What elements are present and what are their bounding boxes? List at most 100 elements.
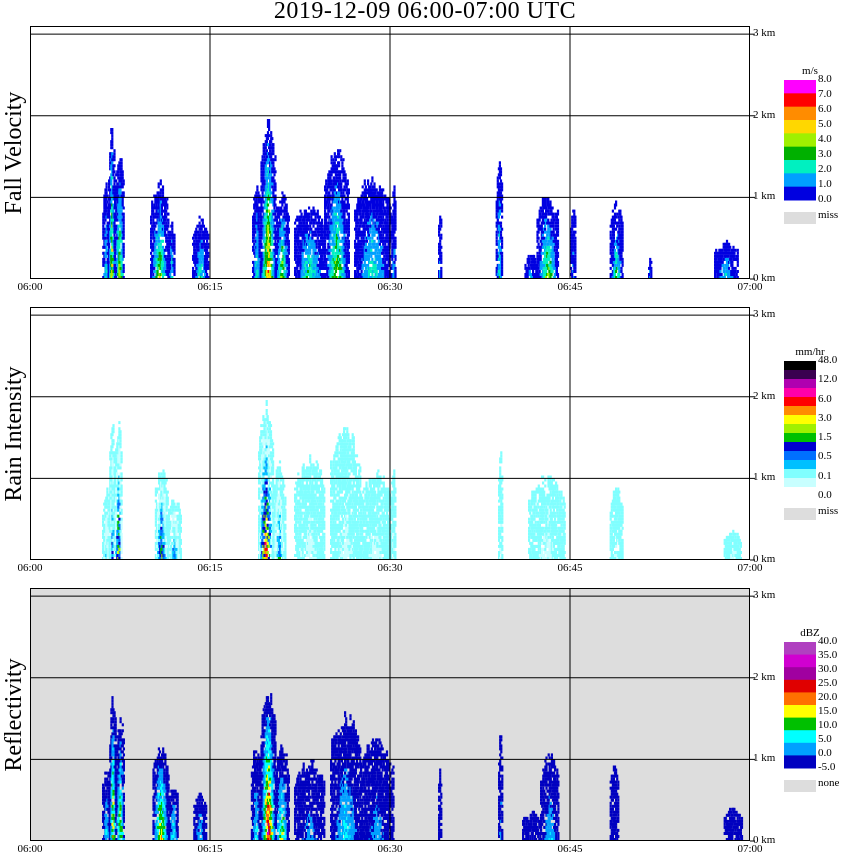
echo-pixel: [164, 248, 167, 252]
echo-pixel: [365, 239, 369, 243]
echo-pixel: [539, 212, 542, 216]
echo-pixel: [736, 257, 739, 261]
echo-pixel: [337, 230, 340, 234]
echo-pixel: [384, 242, 387, 246]
echo-pixel: [498, 164, 501, 168]
echo-pixel: [262, 254, 265, 258]
echo-pixel: [382, 242, 385, 246]
echo-pixel: [253, 215, 256, 219]
echo-pixel: [275, 257, 279, 261]
echo-pixel: [167, 221, 170, 225]
echo-pixel: [305, 230, 309, 234]
echo-pixel: [268, 128, 271, 131]
echo-pixel: [108, 221, 111, 225]
colorbar-label: 6.0: [818, 103, 832, 115]
echo-pixel: [169, 266, 172, 270]
echo-pixel: [104, 233, 107, 237]
echo-pixel: [393, 188, 396, 192]
colorbar-label: 40.0: [818, 635, 838, 647]
echo-pixel: [121, 173, 124, 177]
echo-pixel: [112, 257, 115, 261]
echo-pixel: [371, 176, 374, 180]
echo-pixel: [544, 200, 547, 204]
echo-pixel: [152, 212, 155, 216]
echo-pixel: [621, 242, 624, 246]
echo-pixel: [394, 209, 397, 213]
echo-pixel: [108, 185, 111, 189]
echo-pixel: [376, 242, 379, 246]
echo-pixel: [197, 224, 200, 228]
echo-pixel: [612, 257, 615, 261]
echo-pixel: [377, 197, 380, 201]
echo-pixel: [373, 212, 376, 216]
echo-pixel: [548, 221, 551, 225]
echo-pixel: [613, 212, 617, 216]
echo-pixel: [339, 245, 342, 249]
echo-pixel: [309, 224, 312, 228]
echo-pixel: [150, 273, 153, 276]
echo-pixel: [271, 182, 274, 186]
echo-pixel: [106, 224, 109, 228]
echo-pixel: [117, 197, 120, 201]
echo-pixel: [117, 176, 120, 180]
echo-pixel: [295, 251, 298, 255]
echo-pixel: [173, 266, 176, 270]
echo-pixel: [374, 263, 377, 267]
echo-pixel: [120, 239, 123, 243]
echo-pixel: [154, 215, 157, 219]
echo-pixel: [370, 209, 373, 213]
echo-pixel: [612, 224, 615, 228]
echo-pixel: [109, 197, 112, 201]
echo-pixel: [284, 242, 287, 246]
echo-pixel: [617, 215, 620, 219]
echo-pixel: [547, 242, 550, 246]
echo-pixel: [152, 218, 155, 222]
echo-pixel: [574, 218, 577, 222]
echo-pixel: [271, 242, 274, 246]
echo-pixel: [334, 170, 337, 174]
echo-pixel: [119, 197, 122, 201]
x-tick-label: 07:00: [737, 281, 763, 293]
echo-pixel: [167, 224, 170, 228]
echo-pixel: [554, 212, 557, 216]
echo-pixel: [157, 236, 160, 240]
echo-pixel: [108, 212, 111, 216]
echo-pixel: [440, 224, 443, 228]
echo-pixel: [110, 230, 113, 234]
echo-pixel: [197, 230, 200, 234]
echo-pixel: [155, 263, 158, 267]
echo-pixel: [111, 137, 114, 141]
echo-pixel: [621, 230, 624, 234]
echo-pixel: [728, 248, 731, 252]
echo-pixel: [278, 257, 281, 261]
echo-pixel: [384, 260, 387, 264]
echo-pixel: [272, 170, 275, 174]
echo-pixel: [393, 251, 396, 255]
echo-pixel: [734, 266, 737, 270]
echo-pixel: [377, 227, 380, 231]
echo-pixel: [158, 263, 161, 267]
echo-pixel: [117, 251, 120, 255]
echo-pixel: [615, 215, 618, 219]
echo-pixel: [102, 233, 105, 237]
echo-pixel: [540, 260, 543, 264]
echo-pixel: [498, 188, 501, 192]
echo-pixel: [360, 260, 363, 264]
echo-pixel: [382, 188, 385, 192]
echo-pixel: [318, 245, 321, 249]
echo-pixel: [732, 248, 735, 252]
echo-pixel: [315, 273, 318, 276]
echo-pixel: [122, 179, 125, 183]
echo-pixel: [117, 230, 120, 234]
echo-pixel: [376, 245, 379, 249]
echo-pixel: [114, 245, 117, 249]
echo-pixel: [383, 254, 386, 258]
echo-pixel: [253, 273, 256, 276]
echo-pixel: [501, 239, 504, 243]
echo-pixel: [438, 230, 441, 234]
echo-pixel: [327, 203, 330, 207]
echo-pixel: [347, 257, 350, 261]
echo-pixel: [574, 236, 577, 240]
echo-pixel: [161, 185, 165, 189]
echo-pixel: [618, 218, 621, 222]
